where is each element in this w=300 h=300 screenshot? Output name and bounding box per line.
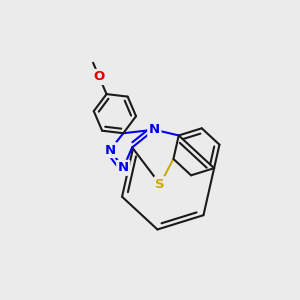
Text: N: N: [104, 144, 116, 157]
Text: O: O: [94, 70, 105, 83]
Text: N: N: [118, 161, 129, 174]
Text: S: S: [155, 178, 165, 191]
Text: N: N: [149, 123, 160, 136]
